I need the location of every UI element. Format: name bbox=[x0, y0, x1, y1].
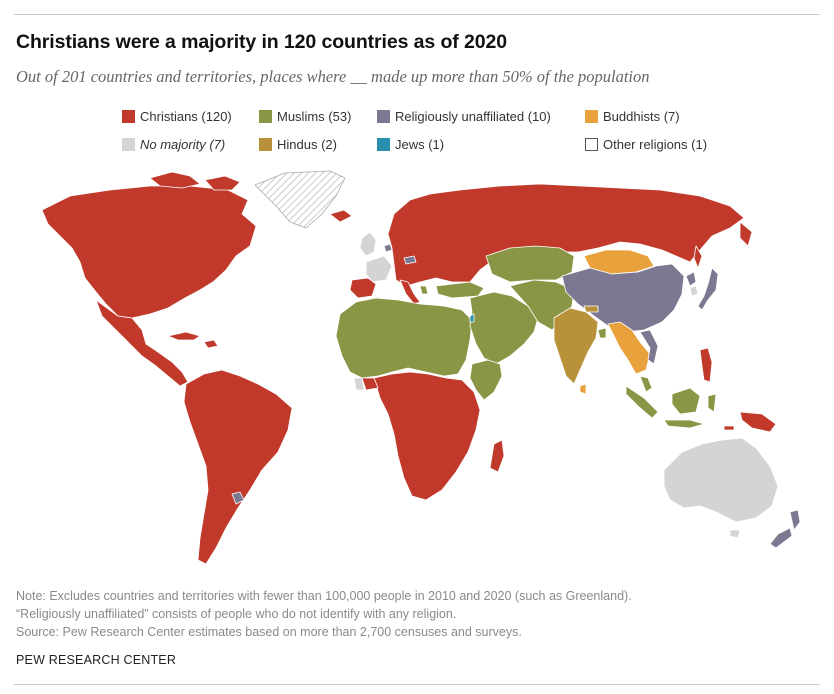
legend-item-no-majority: No majority (7) bbox=[122, 137, 225, 152]
legend-label-jews: Jews (1) bbox=[395, 137, 445, 152]
legend-label-other-religions: Other religions (1) bbox=[603, 137, 708, 152]
region-central-asia bbox=[485, 245, 575, 283]
region-turkey bbox=[435, 281, 485, 299]
legend-swatch-hindus bbox=[259, 138, 272, 151]
region-india bbox=[553, 307, 599, 385]
region-philippines bbox=[699, 347, 713, 383]
top-rule bbox=[14, 14, 820, 15]
legend-item-christians: Christians (120) bbox=[122, 109, 232, 124]
legend-label-unaffiliated: Religiously unaffiliated (10) bbox=[395, 109, 551, 124]
region-middle-east bbox=[469, 291, 539, 365]
region-cuba bbox=[167, 331, 201, 341]
region-sulawesi bbox=[707, 393, 717, 413]
region-albania-bosnia bbox=[419, 285, 429, 295]
region-arctic-island-2 bbox=[204, 175, 241, 191]
legend-label-hindus: Hindus (2) bbox=[277, 137, 337, 152]
legend-label-no-majority: No majority (7) bbox=[140, 137, 226, 152]
legend-swatch-unaffiliated bbox=[377, 110, 390, 123]
legend-swatch-buddhists bbox=[585, 110, 598, 123]
region-malaysia bbox=[639, 375, 653, 393]
region-sri-lanka bbox=[579, 383, 587, 395]
legend-label-muslims: Muslims (53) bbox=[277, 109, 352, 124]
credit: PEW RESEARCH CENTER bbox=[16, 653, 177, 667]
note-line: “Religiously unaffiliated” consists of p… bbox=[16, 607, 457, 621]
region-uruguay bbox=[231, 491, 245, 505]
note-line: Note: Excludes countries and territories… bbox=[16, 589, 632, 603]
region-hispaniola bbox=[203, 339, 219, 349]
region-vietnam bbox=[639, 329, 659, 365]
legend-label-christians: Christians (120) bbox=[140, 109, 232, 124]
legend-swatch-other-religions bbox=[585, 138, 598, 151]
region-north-america bbox=[41, 185, 257, 319]
region-arctic-islands bbox=[149, 171, 201, 189]
region-tasmania bbox=[729, 529, 741, 539]
region-kamchatka bbox=[739, 221, 753, 247]
region-ivory-coast bbox=[353, 377, 365, 391]
region-mainland-southeast-asia bbox=[607, 321, 651, 375]
region-north-africa bbox=[335, 297, 473, 379]
region-australia bbox=[663, 437, 779, 523]
region-java bbox=[663, 419, 705, 429]
legend-swatch-muslims bbox=[259, 110, 272, 123]
region-south-america bbox=[183, 369, 293, 565]
legend-label-buddhists: Buddhists (7) bbox=[603, 109, 680, 124]
region-uk bbox=[359, 231, 377, 257]
region-europe-russia bbox=[387, 183, 745, 287]
region-east-timor bbox=[723, 425, 735, 431]
legend-item-jews: Jews (1) bbox=[377, 137, 444, 152]
region-north-korea bbox=[685, 271, 697, 287]
region-new-zealand bbox=[769, 509, 801, 549]
chart-title: Christians were a majority in 120 countr… bbox=[16, 31, 507, 53]
chart-subtitle: Out of 201 countries and territories, pl… bbox=[16, 67, 650, 86]
region-central-southern-africa bbox=[373, 371, 481, 501]
legend-item-buddhists: Buddhists (7) bbox=[585, 109, 680, 124]
legend-item-hindus: Hindus (2) bbox=[259, 137, 337, 152]
legend-swatch-jews bbox=[377, 138, 390, 151]
region-israel bbox=[469, 313, 475, 323]
legend: Christians (120) Muslims (53) Religiousl… bbox=[0, 0, 834, 160]
legend-swatch-christians bbox=[122, 110, 135, 123]
region-mexico-central-america bbox=[95, 299, 189, 387]
region-nepal bbox=[583, 305, 599, 313]
source-line: Source: Pew Research Center estimates ba… bbox=[16, 625, 522, 639]
region-italy bbox=[399, 279, 421, 305]
region-sakhalin bbox=[693, 245, 703, 269]
region-borneo bbox=[671, 387, 701, 415]
bottom-rule bbox=[14, 684, 820, 685]
region-iberia bbox=[349, 277, 377, 299]
legend-swatch-no-majority bbox=[122, 138, 135, 151]
region-horn-of-africa bbox=[469, 359, 503, 401]
region-czechia bbox=[403, 255, 417, 265]
region-madagascar bbox=[489, 439, 505, 473]
region-bangladesh bbox=[597, 327, 607, 339]
region-papua-new-guinea bbox=[739, 411, 777, 433]
world-map bbox=[41, 170, 801, 565]
region-west-africa-coast bbox=[361, 377, 379, 391]
region-iceland bbox=[329, 209, 353, 223]
region-japan bbox=[697, 267, 719, 311]
legend-item-unaffiliated: Religiously unaffiliated (10) bbox=[377, 109, 551, 124]
legend-item-other-religions: Other religions (1) bbox=[585, 137, 707, 152]
region-sumatra bbox=[625, 385, 659, 419]
region-france bbox=[365, 255, 393, 283]
region-greenland bbox=[254, 170, 346, 229]
legend-item-muslims: Muslims (53) bbox=[259, 109, 351, 124]
notes: Note: Excludes countries and territories… bbox=[16, 587, 632, 641]
region-south-korea bbox=[689, 285, 699, 297]
